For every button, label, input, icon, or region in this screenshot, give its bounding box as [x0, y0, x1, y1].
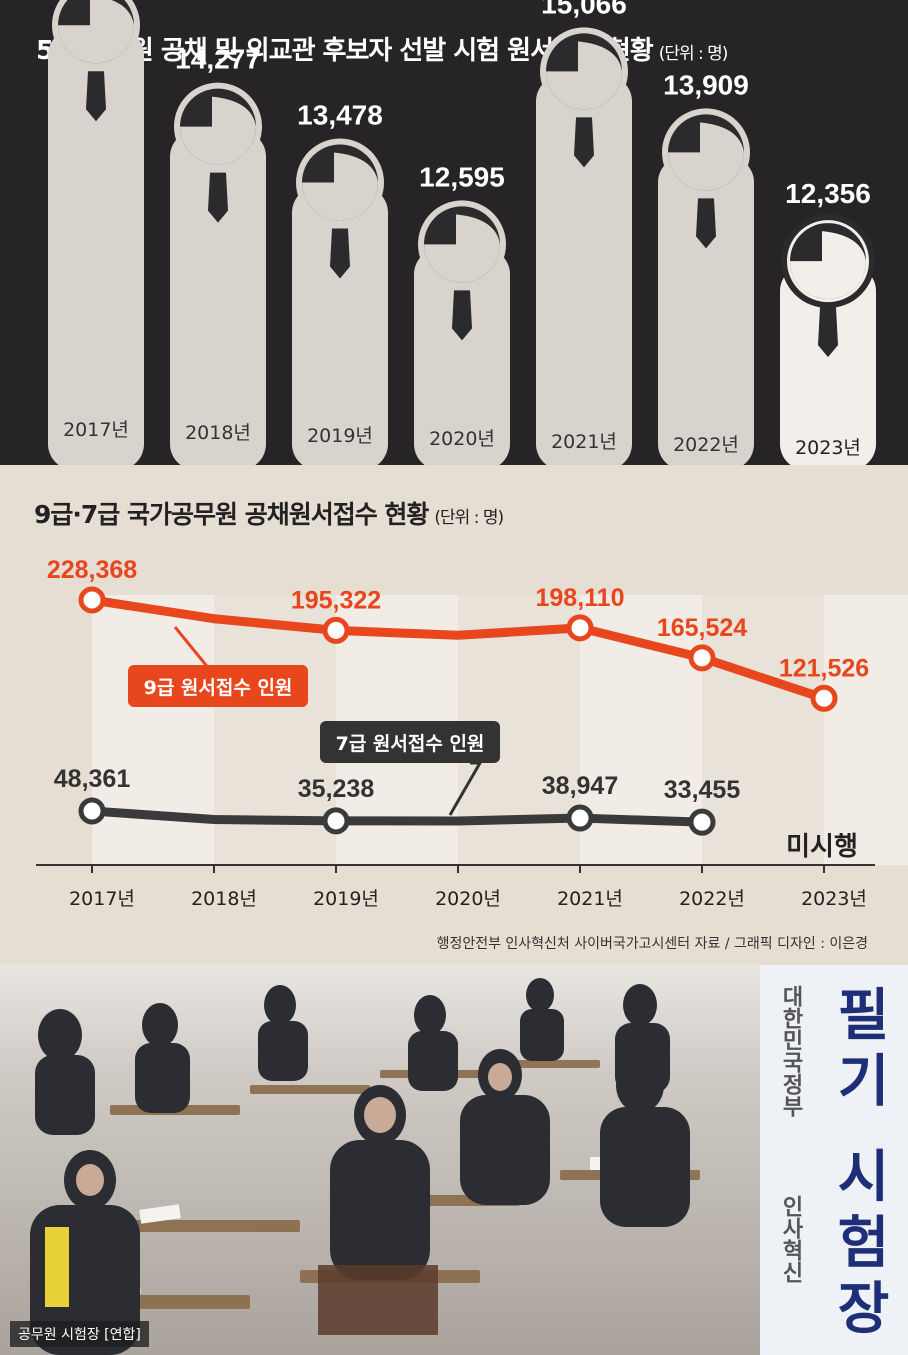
x-tick-label-3: 2020년 — [435, 888, 501, 910]
bar-value-label-5: 13,909 — [663, 69, 749, 100]
bar-category-label-3: 2020년 — [429, 428, 495, 450]
x-tick-label-1: 2018년 — [191, 888, 257, 910]
series-9-callout-leader — [173, 626, 212, 671]
bar-category-label-0: 2017년 — [63, 419, 129, 441]
top-chart-unit: (단위 : 명) — [658, 44, 729, 64]
bar-figure-5: 13,909 2022년 — [658, 69, 754, 465]
series-9-label-2: 195,322 — [291, 586, 381, 614]
bar-body-3 — [414, 248, 510, 465]
bar-tie-2 — [330, 228, 350, 279]
bar-body-1 — [170, 130, 266, 465]
x-tick-label-0: 2017년 — [69, 888, 135, 910]
bar-category-label-1: 2018년 — [185, 422, 251, 444]
bar-figure-0: 15,7252017년 — [48, 0, 144, 465]
bar-category-label-5: 2022년 — [673, 434, 739, 456]
bar-body-2 — [292, 186, 388, 465]
exam-hall-photo: 대한민국정부 필기 시험장 인사혁신 공무원 시험장 [연합] — [0, 965, 908, 1355]
series-9-label-6: 121,526 — [779, 654, 869, 682]
bar-tie-3 — [452, 290, 472, 341]
series-9-point-4 — [566, 614, 594, 642]
series-7-line — [91, 806, 703, 827]
bar-category-label-6: 2023년 — [795, 437, 861, 459]
bar-face-0 — [58, 0, 134, 64]
banner-org-text: 대한민국정부 — [778, 985, 803, 1117]
series-9-point-6 — [810, 684, 838, 712]
photo-caption: 공무원 시험장 [연합] — [10, 1321, 149, 1347]
bar-tie-1 — [208, 172, 228, 223]
bar-chart: 15,7252017년 14,277 2018년 13,478 2019년 12,595 2… — [48, 0, 876, 465]
bar-face-2 — [302, 152, 378, 221]
grid-band-0 — [92, 595, 214, 865]
series-9-legend-box — [128, 665, 308, 707]
series-7-point-4 — [566, 804, 594, 832]
bar-face-5 — [668, 122, 744, 191]
line-chart-title-text: 9급·7급 국가공무원 공채원서접수 현황 — [34, 500, 429, 529]
line-chart-unit: (단위 : 명) — [434, 508, 504, 528]
bar-body-4 — [536, 75, 632, 465]
series-7-callout-leader — [448, 761, 483, 816]
bar-figure-4: 15,066 2021년 — [536, 0, 632, 465]
series-7-label-0: 48,361 — [54, 765, 131, 793]
bar-value-label-1: 14,277 — [175, 44, 261, 75]
bar-tie-5 — [696, 198, 716, 249]
series-9-point-2 — [322, 616, 350, 644]
bar-category-label-4: 2021년 — [551, 431, 617, 453]
not-held-note: 미시행 — [786, 832, 858, 862]
banner-main-text: 필기 시험장 — [826, 985, 891, 1345]
x-tick-label-5: 2022년 — [679, 888, 745, 910]
series-9-label-4: 198,110 — [536, 584, 625, 612]
series-9-label-0: 228,368 — [47, 556, 137, 584]
bar-value-label-6: 12,356 — [785, 178, 871, 209]
bar-body-5 — [658, 156, 754, 465]
bar-value-label-2: 13,478 — [297, 100, 383, 131]
x-tick-label-2: 2019년 — [313, 888, 379, 910]
bar-tie-4 — [574, 117, 594, 168]
x-tick-label-4: 2021년 — [557, 888, 623, 910]
bar-body-0 — [48, 29, 144, 465]
bar-face-1 — [180, 96, 256, 165]
series-7-point-0 — [78, 797, 106, 825]
bar-face-3 — [424, 214, 500, 283]
bar-figure-1: 14,277 2018년 — [170, 44, 266, 465]
top-panel: 5급 공무원 공채 및 외교관 후보자 선발 시험 원서접수 현황 (단위 : 명… — [0, 0, 908, 465]
bar-tie-6 — [818, 307, 838, 358]
x-tick-label-6: 2023년 — [801, 888, 867, 910]
bar-figure-3: 12,595 2020년 — [414, 161, 510, 465]
series-7-legend-box — [320, 721, 500, 763]
exam-hall-illustration — [0, 965, 908, 1355]
series-9-point-5 — [688, 644, 716, 672]
bar-face-4 — [546, 41, 622, 110]
grid-band-5 — [702, 595, 824, 865]
series-7-label-4: 38,947 — [542, 772, 618, 800]
series-7-point-5 — [688, 808, 716, 836]
bar-figure-6: 12,356 2023년 — [780, 178, 876, 465]
bar-body-6 — [780, 265, 876, 465]
series-7-label-2: 35,238 — [298, 775, 375, 803]
bar-value-label-4: 15,066 — [541, 0, 627, 19]
line-chart: 2017년 2018년 2019년 2020년 2021년 2022년 2023년 228,3… — [36, 556, 908, 910]
bar-category-label-2: 2019년 — [307, 425, 373, 447]
series-9-point-0 — [78, 586, 106, 614]
series-7-point-2 — [322, 807, 350, 835]
source-credit: 행정안전부 인사혁신처 사이버국가고시센터 자료 / 그래픽 디자인 : 이은경 — [436, 936, 868, 952]
line-panel: 9급·7급 국가공무원 공채원서접수 현황 (단위 : 명) 2017년 2018년… — [0, 465, 908, 965]
bar-tie-0 — [86, 71, 106, 122]
banner-agency-text: 인사혁신 — [778, 1195, 803, 1283]
bar-figure-2: 13,478 2019년 — [292, 100, 388, 465]
exam-banner: 대한민국정부 필기 시험장 인사혁신 — [760, 965, 908, 1355]
grid-band-6 — [824, 595, 908, 865]
bar-value-label-3: 12,595 — [419, 161, 505, 192]
line-chart-title: 9급·7급 국가공무원 공채원서접수 현황 (단위 : 명) — [34, 495, 504, 531]
bar-face-6 — [790, 231, 866, 300]
series-7-legend-text: 7급 원서접수 인원 — [336, 733, 485, 755]
series-7-label-5: 33,455 — [664, 776, 741, 804]
series-9-label-5: 165,524 — [657, 614, 747, 642]
series-9-legend-text: 9급 원서접수 인원 — [144, 677, 293, 699]
